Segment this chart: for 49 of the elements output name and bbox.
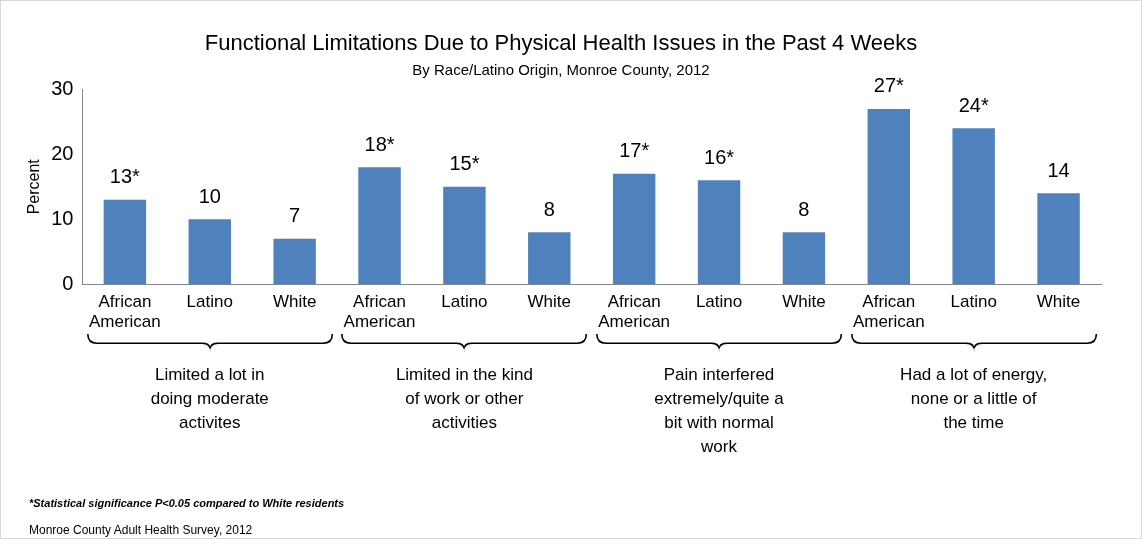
bar [867, 108, 911, 285]
text: *Statistical significance P<0.05 compared to White residents [29, 497, 345, 509]
bar [952, 128, 995, 285]
bar [443, 186, 486, 285]
x-tick-label: Latino [186, 292, 233, 312]
y-axis-title: Percent [25, 158, 43, 215]
x-tick-label: Latino [950, 292, 997, 312]
data-label: 14 [1047, 158, 1070, 181]
bar [782, 232, 826, 285]
text: Limited a lot in doing moderate activites [149, 364, 270, 434]
data-label: 8 [798, 197, 810, 220]
data-label: 15* [449, 152, 480, 175]
y-tick-label: 20 [51, 141, 74, 164]
y-tick-label: 30 [51, 76, 74, 99]
x-tick-label: White [527, 292, 572, 312]
text: Limited in the kind of work or other activities [394, 364, 534, 434]
y-tick-label: 0 [62, 271, 74, 294]
data-label: 7 [289, 204, 301, 227]
data-label: 13* [109, 165, 141, 188]
x-tick-label: White [1036, 292, 1081, 312]
bar [528, 232, 571, 285]
bar [103, 199, 147, 285]
y-tick-label: 10 [51, 206, 74, 229]
bar [697, 180, 741, 285]
data-label: 18* [364, 132, 395, 155]
chart-title: Functional Limitations Due to Physical Health Issues in the Past 4 Weeks [204, 30, 918, 56]
bar [358, 167, 401, 285]
data-label: 27* [873, 74, 905, 97]
x-tick-label: African American [88, 292, 161, 332]
bar [273, 238, 316, 285]
x-tick-label: Latino [695, 292, 743, 312]
bar [1037, 193, 1080, 285]
text: Had a lot of energy, none or a little of the time [899, 364, 1049, 434]
x-tick-label: White [272, 292, 317, 312]
x-tick-label: Latino [441, 292, 488, 312]
bar [612, 173, 656, 285]
data-label: 10 [198, 184, 221, 207]
bar [188, 219, 231, 285]
x-tick-label: African American [598, 292, 671, 332]
chart-subtitle: By Race/Latino Origin, Monroe County, 2012 [412, 60, 710, 78]
text: Monroe County Adult Health Survey, 2012 [29, 523, 253, 537]
x-tick-label: White [782, 292, 826, 312]
x-tick-label: African American [852, 292, 925, 332]
data-label: 8 [543, 197, 555, 220]
x-tick-label: African American [343, 292, 416, 332]
text: Pain interfered extremely/quite a bit with normal work [653, 364, 785, 458]
data-label: 16* [704, 145, 735, 168]
data-label: 17* [619, 139, 650, 162]
data-label: 24* [958, 93, 989, 116]
